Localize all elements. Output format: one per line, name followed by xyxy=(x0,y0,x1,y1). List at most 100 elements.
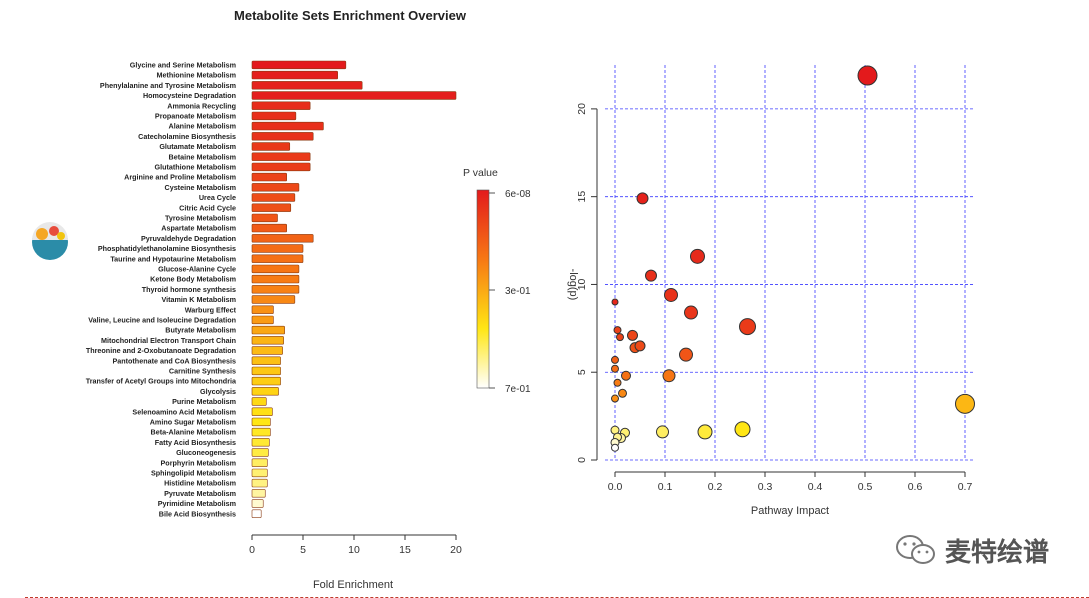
x-axis-label: Fold Enrichment xyxy=(313,579,393,591)
bar xyxy=(251,121,324,131)
scatter-point xyxy=(857,65,878,86)
bar xyxy=(251,91,457,100)
bar xyxy=(251,305,274,314)
x-tick-label: 0.0 xyxy=(608,481,623,493)
bar-category-label: Glycine and Serine Metabolism xyxy=(130,61,236,70)
bar xyxy=(251,458,268,467)
bar xyxy=(251,387,279,396)
bar xyxy=(251,489,266,498)
bar-chart: Glycine and Serine MetabolismMethionine … xyxy=(86,60,462,592)
bar-category-label: Bile Acid Biosynthesis xyxy=(159,509,236,518)
bar-category-label: Gluconeogenesis xyxy=(176,448,236,457)
bar xyxy=(251,499,264,508)
scatter-point xyxy=(739,318,756,336)
scatter-point xyxy=(697,424,713,440)
scatter-point xyxy=(679,347,693,362)
y-tick-label: 10 xyxy=(576,278,588,290)
scatter-point xyxy=(618,388,627,398)
bar-category-label: Beta-Alanine Metabolism xyxy=(151,428,236,437)
scatter-point xyxy=(636,192,649,205)
scatter-point xyxy=(634,340,646,352)
watermark-text: 麦特绘谱 xyxy=(945,536,1050,567)
bar-category-label: Transfer of Acetyl Groups into Mitochond… xyxy=(86,377,237,386)
y-tick-label: 0 xyxy=(576,457,588,463)
bar-category-label: Valine, Leucine and Isoleucine Degradati… xyxy=(88,316,236,325)
bar xyxy=(251,132,314,141)
y-tick-label: 20 xyxy=(576,103,588,115)
scatter-point xyxy=(656,425,669,439)
bar-category-label: Citric Acid Cycle xyxy=(179,203,236,212)
x-tick-label: 0.7 xyxy=(958,481,973,493)
bar-category-label: Ketone Body Metabolism xyxy=(150,275,236,284)
scatter-point xyxy=(684,305,698,320)
x-tick-label: 15 xyxy=(399,544,411,556)
bar-category-label: Fatty Acid Biosynthesis xyxy=(155,438,236,447)
bar xyxy=(251,325,285,335)
scatter-point xyxy=(611,364,619,373)
scatter-point xyxy=(611,298,619,306)
bar-category-label: Ammonia Recycling xyxy=(167,101,236,110)
bar xyxy=(251,244,304,253)
bar xyxy=(251,346,283,355)
y-axis-label: -log(p) xyxy=(567,269,579,301)
bar xyxy=(251,448,269,457)
scatter-point xyxy=(955,393,975,414)
bar xyxy=(251,376,281,386)
bar-category-label: Glutamate Metabolism xyxy=(159,142,236,151)
bar xyxy=(251,336,284,345)
bar xyxy=(251,407,273,416)
bar xyxy=(251,162,311,172)
bar-category-label: Glutathione Metabolism xyxy=(155,163,236,172)
bar-category-label: Glucose-Alanine Cycle xyxy=(158,265,236,274)
bar-category-label: Urea Cycle xyxy=(199,193,236,202)
bar-category-label: Warburg Effect xyxy=(185,305,237,314)
bar xyxy=(251,172,287,182)
x-axis-label: Pathway Impact xyxy=(751,505,829,517)
bar-category-label: Pyrimidine Metabolism xyxy=(158,499,236,508)
pvalue-legend: P value 6e-08 3e-01 7e-01 xyxy=(463,167,531,395)
bar xyxy=(251,152,311,161)
bar xyxy=(251,417,271,427)
legend-colorbar xyxy=(476,189,490,389)
bar-category-label: Arginine and Proline Metabolism xyxy=(124,173,236,182)
bar xyxy=(251,274,300,284)
x-tick-label: 0 xyxy=(249,544,255,556)
bar-category-label: Pyruvaldehyde Degradation xyxy=(141,234,236,243)
bar-category-label: Phosphatidylethanolamine Biosynthesis xyxy=(98,244,236,253)
bar xyxy=(251,223,287,233)
bar xyxy=(251,468,268,478)
bar-category-label: Threonine and 2-Oxobutanoate Degradation xyxy=(86,346,236,355)
bar-category-label: Propanoate Metabolism xyxy=(155,112,236,121)
bar-category-label: Phenylalanine and Tyrosine Metabolism xyxy=(100,81,236,90)
bar xyxy=(251,295,296,304)
bowl-logo-icon xyxy=(32,222,68,260)
x-tick-label: 5 xyxy=(300,544,306,556)
bar xyxy=(251,111,297,121)
bar xyxy=(251,509,262,518)
bar xyxy=(251,366,281,376)
bar-category-label: Amino Sugar Metabolism xyxy=(150,418,236,427)
scatter-point xyxy=(621,370,631,381)
bar-category-label: Cysteine Metabolism xyxy=(165,183,237,192)
chart-title: Metabolite Sets Enrichment Overview xyxy=(234,8,466,23)
bar xyxy=(251,264,300,274)
bar-category-label: Selenoamino Acid Metabolism xyxy=(132,407,236,416)
legend-tick-label: 3e-01 xyxy=(505,286,531,297)
scatter-chart: 0 5 10 15 20 0.0 0.1 0.2 0.3 0.4 0.5 0.6 0.7 Pathway … xyxy=(567,65,975,517)
legend-tick-label: 7e-01 xyxy=(505,384,531,395)
bar-category-label: Butyrate Metabolism xyxy=(165,326,236,335)
wechat-icon xyxy=(896,535,935,564)
scatter-point xyxy=(690,248,705,264)
bar-category-label: Homocysteine Degradation xyxy=(143,91,236,100)
bar-category-label: Sphingolipid Metabolism xyxy=(151,469,236,478)
bar xyxy=(251,427,271,437)
scatter-point xyxy=(613,326,622,335)
scatter-point xyxy=(611,394,619,403)
bar-category-label: Purine Metabolism xyxy=(172,397,236,406)
bar xyxy=(251,193,296,202)
scatter-point xyxy=(645,269,657,282)
bar-category-label: Methionine Metabolism xyxy=(157,71,236,80)
bar xyxy=(251,285,300,294)
bar xyxy=(251,60,347,70)
